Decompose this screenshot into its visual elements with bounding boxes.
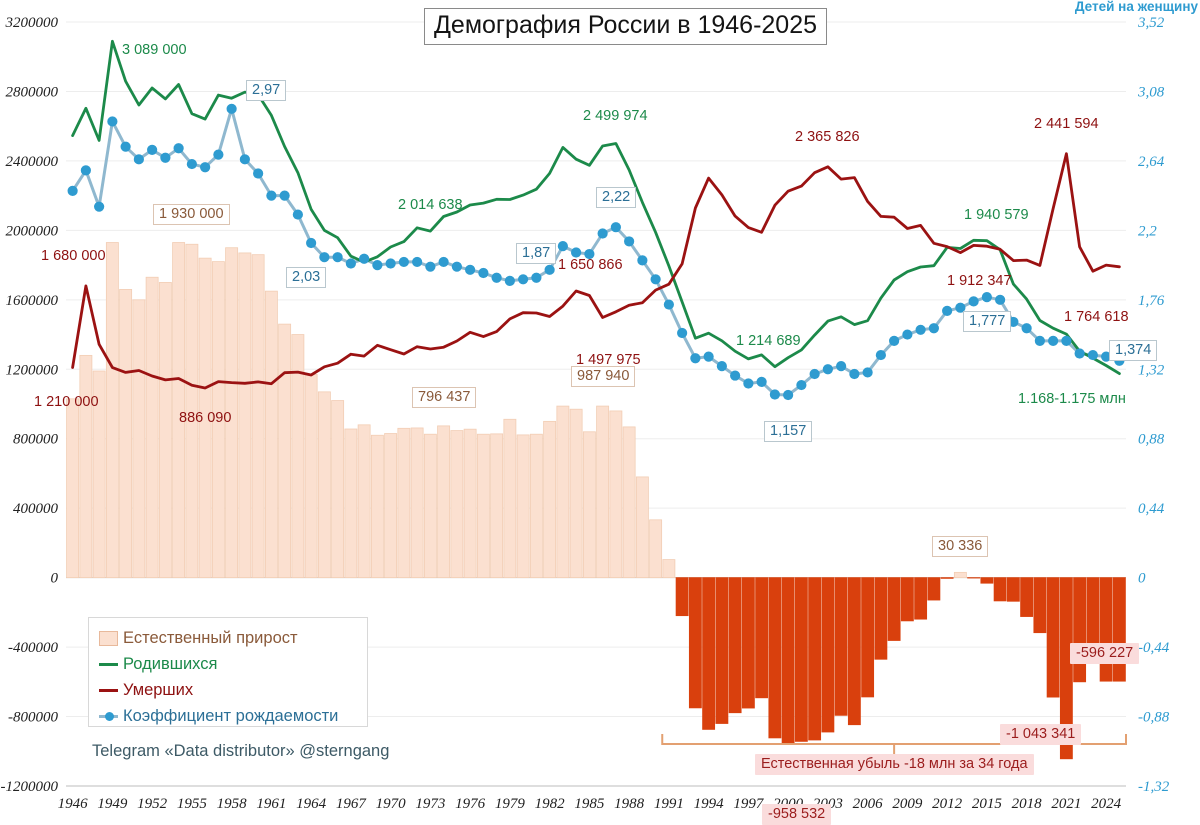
svg-text:0,88: 0,88 xyxy=(1138,432,1165,448)
svg-text:1958: 1958 xyxy=(217,796,248,812)
svg-text:-0,88: -0,88 xyxy=(1138,710,1170,726)
data-label: 1 680 000 xyxy=(41,248,106,264)
svg-text:1949: 1949 xyxy=(97,796,128,812)
data-label: 1.168-1.175 млн xyxy=(1018,391,1126,407)
data-label: 886 090 xyxy=(179,410,231,426)
svg-text:3200000: 3200000 xyxy=(5,15,59,31)
svg-text:800000: 800000 xyxy=(13,432,59,448)
data-label: 30 336 xyxy=(932,536,988,557)
data-label: 1 940 579 xyxy=(964,207,1029,223)
data-label: 1,374 xyxy=(1109,340,1157,361)
svg-text:1991: 1991 xyxy=(654,796,684,812)
svg-text:2800000: 2800000 xyxy=(6,84,59,100)
svg-text:1964: 1964 xyxy=(296,796,327,812)
svg-text:1955: 1955 xyxy=(177,796,208,812)
svg-text:1961: 1961 xyxy=(256,796,286,812)
svg-text:1976: 1976 xyxy=(455,796,486,812)
svg-text:-1200000: -1200000 xyxy=(1,779,59,795)
legend-label: Естественный прирост xyxy=(123,629,298,648)
data-label: 987 940 xyxy=(571,366,635,387)
svg-text:-1,32: -1,32 xyxy=(1138,779,1170,795)
svg-text:1952: 1952 xyxy=(137,796,168,812)
legend-item-natural-increase: Естественный прирост xyxy=(99,625,367,651)
data-label: 2 499 974 xyxy=(583,108,648,124)
svg-text:1982: 1982 xyxy=(535,796,566,812)
svg-text:1200000: 1200000 xyxy=(6,362,59,378)
data-label: 1,777 xyxy=(963,311,1011,332)
svg-text:0: 0 xyxy=(51,571,59,587)
svg-text:2400000: 2400000 xyxy=(6,154,59,170)
svg-text:2021: 2021 xyxy=(1051,796,1081,812)
data-label: 2,22 xyxy=(596,187,636,208)
data-label: 1 210 000 xyxy=(34,394,99,410)
svg-text:0: 0 xyxy=(1138,571,1146,587)
right-axis-title: Детей на женщину xyxy=(1075,0,1198,14)
data-label: 1 650 866 xyxy=(558,257,623,273)
data-label: 3 089 000 xyxy=(122,42,187,58)
svg-text:1997: 1997 xyxy=(733,796,765,812)
svg-text:1970: 1970 xyxy=(376,796,407,812)
legend-label: Умерших xyxy=(123,681,193,700)
data-label: -596 227 xyxy=(1070,643,1139,664)
data-label: 2 365 826 xyxy=(795,129,860,145)
page-title: Демография России в 1946-2025 xyxy=(424,8,827,45)
data-label: 2,03 xyxy=(286,267,326,288)
svg-text:1967: 1967 xyxy=(336,796,368,812)
data-label: 2,97 xyxy=(246,80,286,101)
line-swatch-icon xyxy=(99,689,118,692)
svg-text:-400000: -400000 xyxy=(8,640,58,656)
bracket-caption: Естественная убыль -18 млн за 34 года xyxy=(755,754,1034,775)
data-label: -1 043 341 xyxy=(1000,724,1081,745)
svg-text:1973: 1973 xyxy=(415,796,445,812)
svg-text:2012: 2012 xyxy=(932,796,963,812)
data-label: 1 764 618 xyxy=(1064,309,1129,325)
legend-item-deaths: Умерших xyxy=(99,677,367,703)
line-swatch-icon xyxy=(99,663,118,666)
legend-item-births: Родившихся xyxy=(99,651,367,677)
legend-label: Коэффициент рождаемости xyxy=(123,707,338,726)
legend-label: Родившихся xyxy=(123,655,217,674)
data-label: 1 912 347 xyxy=(947,273,1012,289)
data-label: 1 214 689 xyxy=(736,333,801,349)
svg-text:1979: 1979 xyxy=(495,796,526,812)
svg-text:2024: 2024 xyxy=(1091,796,1122,812)
svg-text:2,2: 2,2 xyxy=(1138,223,1157,239)
svg-text:0,44: 0,44 xyxy=(1138,501,1165,517)
svg-text:2015: 2015 xyxy=(972,796,1003,812)
legend-item-fertility-rate: Коэффициент рождаемости xyxy=(99,703,367,729)
svg-text:1,76: 1,76 xyxy=(1138,293,1165,309)
data-label: 1 930 000 xyxy=(153,204,230,225)
data-label: 1,157 xyxy=(764,421,812,442)
x-axis: 1946 1949 1952 1955 1958 1961 1964 1967 1970 1973… xyxy=(58,786,1126,812)
svg-text:1946: 1946 xyxy=(58,796,89,812)
chart-legend: Естественный прирост Родившихся Умерших … xyxy=(88,617,368,727)
y-axis-right: 3,52 3,08 2,64 2,2 1,76 1,32 0,88 0,44 0 -0,44 -0,… xyxy=(1137,15,1170,795)
svg-text:2018: 2018 xyxy=(1012,796,1043,812)
svg-text:400000: 400000 xyxy=(13,501,59,517)
svg-text:2,64: 2,64 xyxy=(1138,154,1165,170)
area-swatch-icon xyxy=(99,631,118,646)
svg-text:-800000: -800000 xyxy=(8,710,58,726)
svg-text:1,32: 1,32 xyxy=(1138,362,1165,378)
svg-text:1988: 1988 xyxy=(614,796,645,812)
data-label: 796 437 xyxy=(412,387,476,408)
data-label: 2 441 594 xyxy=(1034,116,1099,132)
svg-text:1985: 1985 xyxy=(574,796,605,812)
svg-text:1600000: 1600000 xyxy=(6,293,59,309)
line-marker-swatch-icon xyxy=(99,715,118,718)
data-label: 1,87 xyxy=(516,243,556,264)
svg-text:3,08: 3,08 xyxy=(1137,84,1165,100)
svg-text:1994: 1994 xyxy=(694,796,725,812)
svg-text:2006: 2006 xyxy=(853,796,884,812)
svg-text:2009: 2009 xyxy=(892,796,923,812)
svg-text:3,52: 3,52 xyxy=(1137,15,1165,31)
svg-text:2000000: 2000000 xyxy=(6,223,59,239)
credit-text: Telegram «Data distributor» @sterngang xyxy=(92,742,389,761)
data-label: -958 532 xyxy=(762,804,831,825)
data-label: 2 014 638 xyxy=(398,197,463,213)
svg-text:-0,44: -0,44 xyxy=(1138,640,1170,656)
